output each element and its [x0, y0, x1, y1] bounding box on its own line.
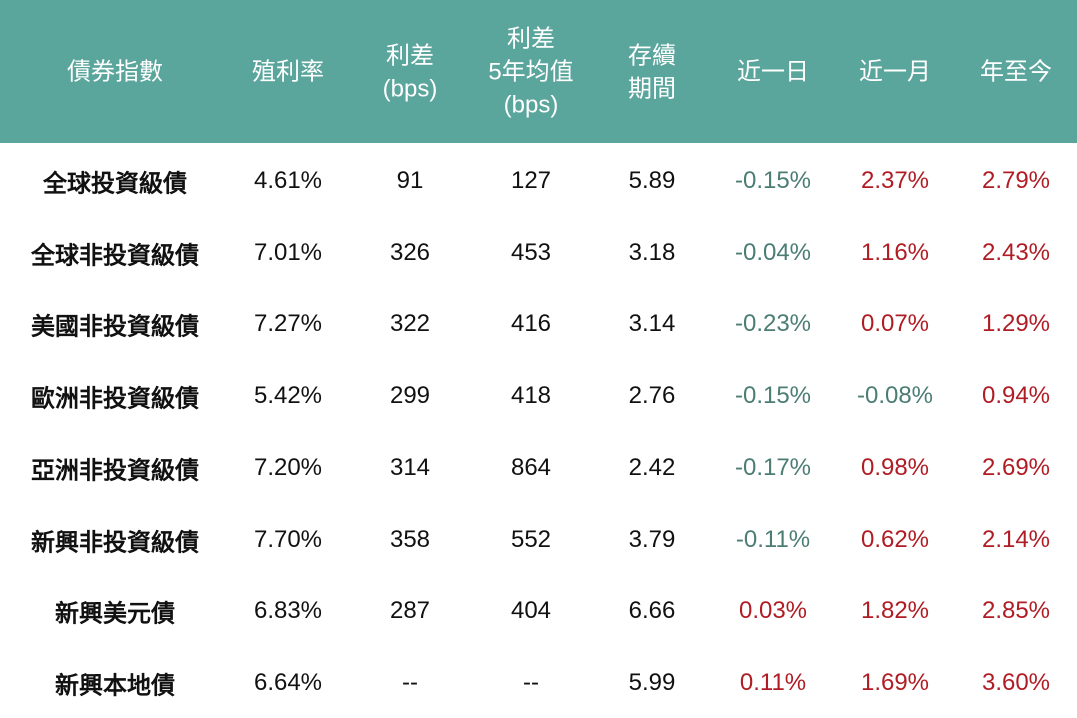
cell-value: 5.89	[628, 167, 676, 194]
cell-value: 7.01%	[253, 238, 323, 266]
header-text: 5年均值	[488, 58, 574, 86]
row-label: 新興非投資級債	[31, 529, 199, 556]
cell-value: -0.15%	[734, 167, 812, 194]
row-label: 新興本地債	[55, 672, 175, 700]
cell-value: 0.94%	[981, 382, 1051, 410]
header-text: 債券指數	[67, 58, 163, 86]
cell-value: 287	[389, 597, 431, 625]
row-label: 全球投資級債	[43, 170, 187, 198]
row-label: 亞洲非投資級債	[31, 457, 199, 485]
header-text: 存續	[628, 42, 676, 69]
cell-value: 1.29%	[981, 310, 1051, 338]
cell-value: 314	[389, 453, 431, 481]
cell-value: 7.27%	[253, 310, 323, 338]
cell-value: 3.60%	[981, 668, 1051, 696]
cell-value: -0.15%	[734, 382, 812, 410]
cell-value: 418	[510, 382, 552, 410]
cell-value: 2.69%	[981, 453, 1051, 481]
cell-value: 3.18	[628, 238, 676, 266]
cell-value: 326	[389, 238, 431, 266]
cell-value: 0.62%	[860, 525, 930, 553]
cell-value: 2.76	[628, 382, 676, 410]
cell-value: 322	[389, 310, 431, 338]
cell-value: --	[523, 668, 539, 696]
cell-value: 358	[389, 525, 431, 553]
cell-value: 299	[389, 382, 431, 410]
header-text: 殖利率	[252, 58, 324, 86]
cell-value: 552	[510, 525, 552, 553]
cell-value: -0.11%	[735, 525, 811, 553]
cell-value: 6.83%	[253, 597, 323, 625]
cell-value: 2.79%	[981, 167, 1051, 194]
cell-value: -0.17%	[734, 453, 812, 481]
header-band	[0, 0, 1077, 143]
row-label: 全球非投資級債	[31, 242, 199, 270]
cell-value: 453	[510, 238, 552, 266]
cell-value: 2.37%	[860, 167, 930, 194]
cell-value: 1.69%	[860, 668, 930, 696]
cell-value: 864	[510, 453, 552, 481]
header-text: 年至今	[980, 58, 1052, 86]
cell-value: 5.42%	[253, 382, 323, 410]
header-text: 期間	[628, 75, 676, 102]
cell-value: 6.64%	[253, 668, 323, 696]
cell-value: 7.70%	[253, 525, 323, 553]
cell-value: 404	[510, 597, 552, 625]
cell-value: -0.08%	[856, 382, 934, 410]
cell-value: 91	[396, 167, 424, 194]
header-text: 利差	[386, 42, 434, 69]
cell-value: 2.85%	[981, 597, 1051, 625]
header-text: 近一日	[737, 58, 809, 86]
cell-value: 2.42	[628, 453, 676, 481]
header-text: 近一月	[859, 58, 931, 86]
cell-value: 3.79	[628, 525, 676, 553]
cell-value: --	[402, 668, 418, 696]
cell-value: -0.04%	[734, 238, 812, 266]
cell-value: 1.16%	[860, 238, 930, 266]
cell-value: 4.61%	[253, 167, 323, 194]
cell-value: 127	[510, 167, 552, 194]
cell-value: 1.82%	[860, 597, 930, 625]
cell-value: 6.66	[628, 597, 676, 625]
cell-value: 2.14%	[981, 525, 1051, 553]
row-label: 新興美元債	[55, 600, 175, 628]
header-text: 利差	[507, 25, 555, 53]
cell-value: 5.99	[628, 668, 676, 696]
cell-value: 0.07%	[860, 310, 930, 338]
cell-value: 0.11%	[739, 668, 807, 696]
cell-value: 2.43%	[981, 238, 1051, 266]
cell-value: 0.03%	[738, 597, 808, 625]
cell-value: -0.23%	[734, 310, 812, 338]
cell-value: 7.20%	[253, 453, 323, 481]
cell-value: 416	[510, 310, 552, 338]
header-text: (bps)	[503, 91, 559, 119]
cell-value: 3.14	[628, 310, 676, 338]
cell-value: 0.98%	[860, 453, 930, 481]
row-label: 歐洲非投資級債	[31, 385, 199, 413]
header-text: (bps)	[382, 75, 438, 102]
row-label: 美國非投資級債	[31, 313, 199, 341]
